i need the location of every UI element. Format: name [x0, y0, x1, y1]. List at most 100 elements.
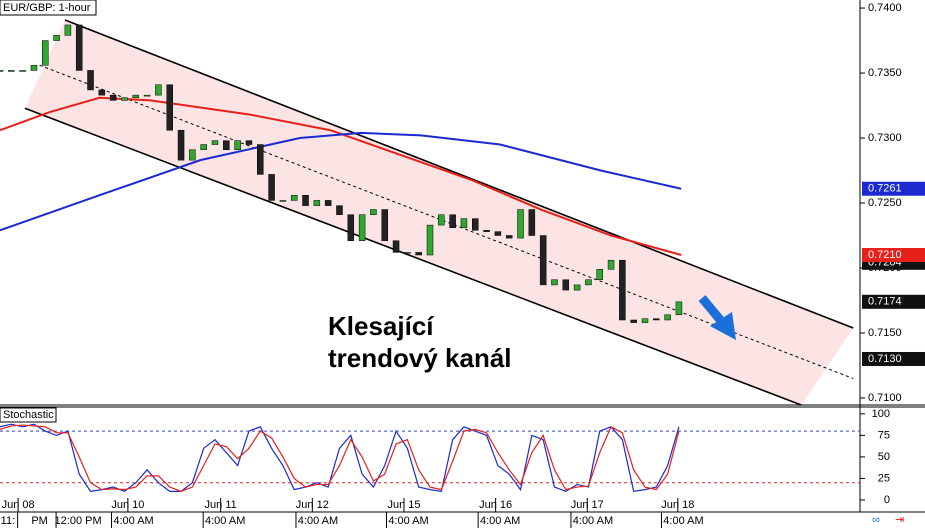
- x-tick-label: Jun 16: [479, 499, 512, 511]
- price-tag: [862, 351, 925, 366]
- candle: [539, 235, 547, 286]
- candle: [449, 214, 456, 228]
- candle: [279, 200, 287, 202]
- svg-text:⇥: ⇥: [895, 514, 904, 526]
- y-tick-label: 75: [878, 429, 890, 441]
- x-tick-label: Jun 18: [661, 499, 694, 511]
- candle: [234, 140, 241, 150]
- candle: [630, 319, 637, 323]
- annotation: trendový kanál: [328, 343, 512, 373]
- candle: [664, 314, 671, 321]
- price-tag: [862, 248, 925, 263]
- title-box: [0, 407, 57, 423]
- candle: [0, 70, 4, 72]
- y-tick-label: 25: [878, 472, 890, 484]
- x-tick-label: Jun 08: [2, 499, 35, 511]
- candle: [494, 231, 502, 236]
- candle: [313, 200, 321, 206]
- candle: [483, 230, 490, 232]
- svg-text:∞: ∞: [872, 514, 880, 526]
- candle: [505, 235, 513, 239]
- price-tag: [862, 181, 925, 196]
- x-tick-label: Jun 17: [571, 499, 604, 511]
- candle: [472, 218, 479, 231]
- stoch-title: Stochastic: [3, 409, 54, 421]
- candle: [392, 240, 400, 253]
- candle: [245, 140, 253, 145]
- channel-line: [24, 107, 802, 406]
- x-tick-label: 4:00 AM: [113, 515, 153, 527]
- y-tick-label: 0.7100: [868, 392, 902, 404]
- candle: [143, 94, 151, 97]
- candle: [370, 209, 377, 215]
- x-tick-label: 4:00 AM: [205, 515, 245, 527]
- candle: [19, 70, 26, 72]
- candle: [607, 259, 615, 270]
- candle: [460, 218, 468, 228]
- candle: [87, 70, 94, 91]
- candle: [211, 140, 219, 145]
- candle: [200, 144, 207, 150]
- x-tick-label: 4:00 AM: [663, 515, 703, 527]
- y-tick-label: 0.7400: [868, 2, 902, 14]
- candle: [562, 279, 570, 291]
- candle: [336, 205, 343, 215]
- y-tick-label: 0.7350: [868, 67, 902, 79]
- candle: [573, 284, 581, 291]
- y-tick-label: 0.7300: [868, 132, 902, 144]
- candle: [132, 94, 140, 98]
- candle: [528, 209, 536, 236]
- candle: [223, 140, 230, 150]
- y-tick-label: 0: [884, 494, 890, 506]
- x-tick-label: 4:00 AM: [573, 515, 613, 527]
- candle: [404, 252, 411, 254]
- candle: [551, 279, 558, 286]
- x-tick-label: PM: [31, 515, 48, 527]
- arrow: [698, 295, 736, 340]
- candle: [641, 318, 649, 323]
- candle: [302, 194, 309, 206]
- x-tick-label: Jun 11: [205, 499, 237, 511]
- x-tick-label: Jun 10: [111, 499, 144, 511]
- candle: [585, 279, 592, 286]
- chart-title: EUR/GBP: 1-hour: [3, 2, 91, 14]
- candle: [166, 84, 173, 131]
- title-box: [0, 0, 97, 16]
- candle: [8, 70, 15, 72]
- price-tag-label: 0.7210: [868, 249, 902, 261]
- candle: [426, 224, 434, 256]
- x-tick-label: 12:00 PM: [55, 515, 102, 527]
- y-tick-label: 100: [872, 408, 890, 420]
- x-tick-label: Jun 12: [296, 499, 329, 511]
- candle: [64, 24, 72, 36]
- candle: [189, 149, 196, 161]
- moving-average: [0, 131, 682, 232]
- y-tick-label: 50: [878, 451, 890, 463]
- candle: [324, 200, 332, 206]
- candle: [53, 35, 60, 41]
- candle: [98, 89, 106, 96]
- channel-fill: [24, 20, 854, 405]
- price-tag-label: 0.7261: [868, 183, 902, 195]
- price-panel: [0, 19, 854, 406]
- y-tick-label: 0.7250: [868, 197, 902, 209]
- candle: [30, 64, 38, 71]
- candle: [155, 84, 162, 96]
- candle: [596, 269, 603, 280]
- candle: [268, 174, 275, 201]
- candle: [257, 144, 264, 175]
- stoch-line: [0, 423, 680, 493]
- candle: [438, 214, 445, 226]
- candle: [358, 214, 366, 241]
- candle: [415, 252, 422, 256]
- icons: ∞ ⇥: [872, 514, 904, 526]
- moving-average: [0, 96, 682, 256]
- candle: [121, 97, 128, 101]
- annotation: Klesající: [328, 311, 434, 341]
- candle: [75, 24, 83, 71]
- candle: [177, 129, 185, 161]
- candle: [381, 209, 388, 241]
- candle: [653, 318, 660, 321]
- price-tag: [862, 294, 925, 309]
